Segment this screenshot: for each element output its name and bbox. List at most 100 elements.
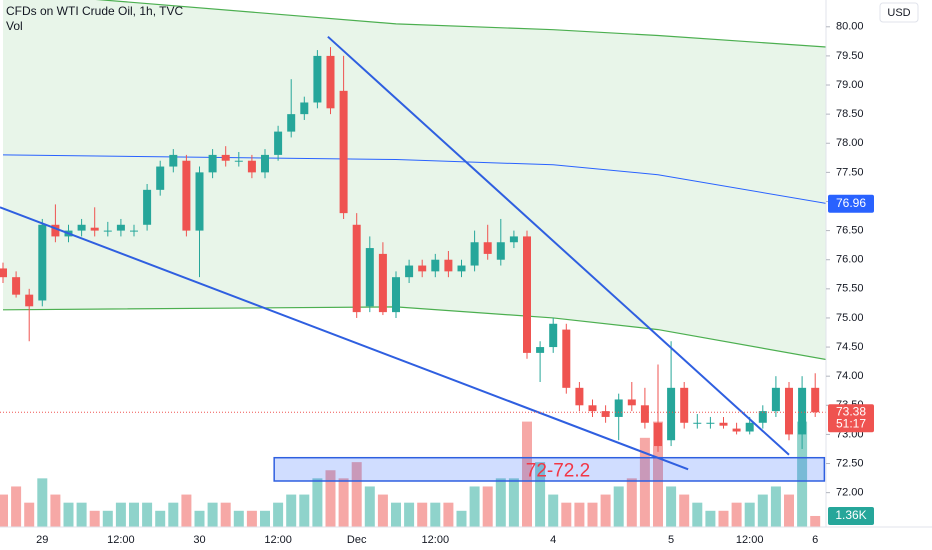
x-tick-label: Dec — [347, 534, 367, 546]
candle-body — [365, 248, 374, 307]
volume-bar — [233, 510, 244, 527]
candle-body — [654, 422, 662, 447]
candle-body — [208, 154, 217, 173]
volume-bar — [535, 462, 546, 527]
volume-bar — [37, 478, 48, 527]
trend-line — [327, 35, 790, 456]
volume-bar — [718, 510, 729, 527]
y-tick-label: 79.50 — [836, 50, 864, 62]
candle-body — [575, 387, 584, 406]
candle-body — [811, 387, 820, 413]
volume-bar — [0, 494, 8, 527]
volume-bar — [377, 494, 388, 527]
candle-body — [680, 387, 689, 423]
candle-body — [667, 387, 676, 441]
volume-bar — [102, 510, 113, 527]
candle-body — [90, 227, 99, 231]
candle-body — [693, 422, 702, 424]
candle-body — [247, 160, 256, 173]
volume-bar — [522, 421, 532, 527]
y-tick-label: 74.00 — [836, 370, 864, 382]
volume-bar — [692, 502, 703, 527]
candle-body — [300, 102, 309, 115]
volume-bar — [508, 478, 519, 527]
volume-bar — [246, 510, 257, 527]
candle-body — [143, 189, 152, 225]
y-tick-label: 79.00 — [836, 79, 864, 91]
candle-body — [627, 399, 636, 406]
x-tick-label: 6 — [812, 534, 818, 546]
candle-body — [706, 422, 715, 424]
last-volume: 1.36K — [835, 508, 866, 522]
candle-body — [798, 387, 807, 435]
currency[interactable]: USD — [887, 7, 910, 19]
plot-area: 72-72.2 — [0, 0, 826, 527]
currency-box[interactable] — [879, 2, 919, 23]
candle-body — [509, 236, 518, 243]
volume-bar — [286, 494, 297, 527]
y-tick-label: 75.50 — [836, 283, 864, 295]
candle-body — [25, 294, 34, 307]
x-tick-label: 5 — [668, 534, 674, 546]
volume-bar — [469, 486, 480, 527]
candle-body — [326, 55, 335, 109]
volume-bar — [24, 502, 35, 527]
x-tick-label: 29 — [36, 534, 48, 546]
candle-body — [588, 405, 597, 412]
x-tick-label: 12:00 — [107, 534, 135, 546]
candle-body — [418, 265, 427, 272]
candle-body — [444, 259, 453, 272]
candle-body — [470, 242, 479, 266]
candle-body — [156, 166, 165, 190]
volume-bar — [731, 502, 742, 527]
volume-bar — [299, 494, 310, 527]
candle-body — [785, 387, 793, 435]
y-tick-label: 74.50 — [836, 341, 864, 353]
volume-bar — [115, 502, 126, 527]
y-tick-label: 76.00 — [836, 254, 864, 266]
volume-bar — [639, 437, 650, 527]
volume-bar — [89, 510, 100, 527]
volume-bar — [325, 470, 336, 527]
band-middle-value: 76.96 — [836, 196, 866, 210]
volume-bar — [653, 421, 663, 527]
candle-body — [392, 277, 400, 313]
y-tick-label: 80.00 — [836, 21, 864, 33]
volume-bar — [574, 502, 585, 527]
volume-bar — [482, 486, 493, 527]
zone-label: 72-72.2 — [526, 460, 590, 481]
volume-bar — [679, 494, 690, 527]
volume-bar — [11, 486, 22, 527]
candle-body — [234, 160, 243, 162]
band-fill — [3, 0, 826, 360]
y-tick-label: 78.50 — [836, 108, 864, 120]
candle-body — [719, 422, 728, 426]
candle-body — [130, 230, 138, 232]
volume-bar — [351, 462, 362, 527]
volume-bar — [129, 502, 139, 527]
volume-bar — [705, 510, 716, 527]
y-tick-label: 78.00 — [836, 137, 864, 149]
y-tick-label: 75.00 — [836, 312, 864, 324]
x-tick-label: 12:00 — [264, 534, 292, 546]
volume-bar — [784, 494, 794, 527]
candle-body — [378, 253, 387, 313]
countdown: 51:17 — [836, 416, 866, 430]
volume-bar — [168, 502, 179, 527]
candle-body — [732, 428, 741, 432]
band-upper — [95, 0, 826, 48]
candle-body — [640, 405, 649, 423]
volume-bar — [456, 510, 467, 527]
volume-bar — [260, 510, 270, 527]
volume-bar — [561, 502, 572, 527]
candle-body — [287, 114, 296, 132]
support-zone — [273, 456, 826, 482]
volume-bar — [404, 502, 415, 527]
volume-bar — [417, 502, 428, 527]
y-tick-label: 72.50 — [836, 457, 864, 469]
volume-bar — [155, 510, 166, 527]
candle-body — [12, 277, 21, 295]
volume-bar — [443, 502, 454, 527]
volume-bar — [207, 502, 218, 527]
